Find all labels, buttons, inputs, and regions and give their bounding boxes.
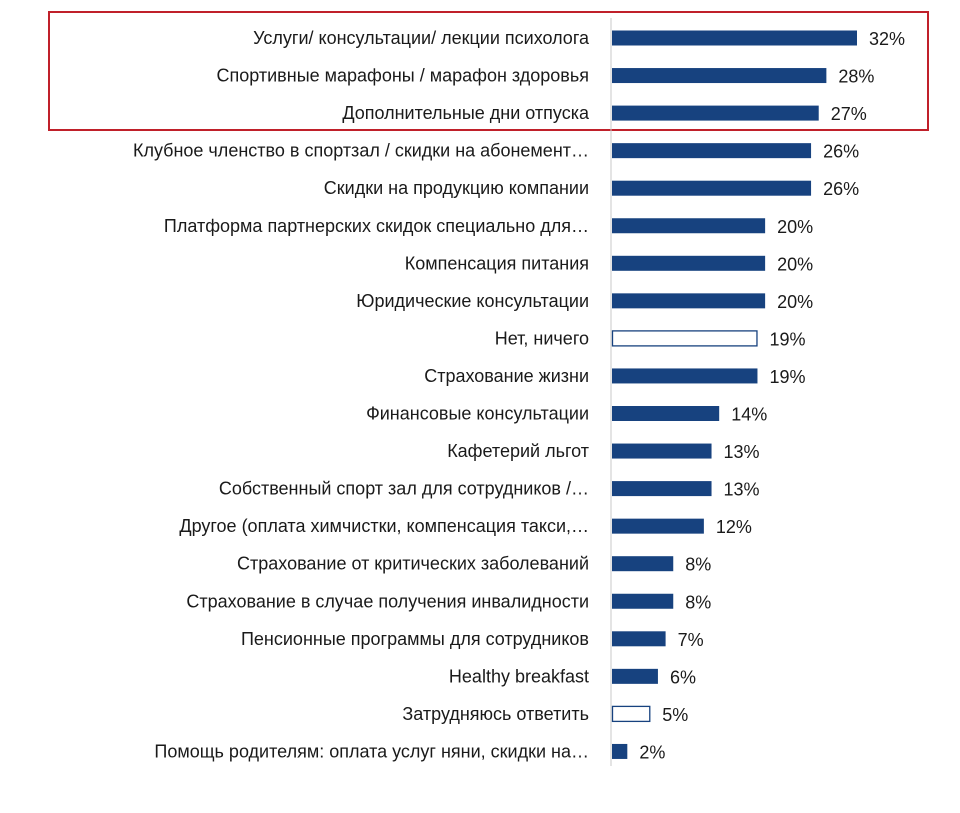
bar-row: Нет, ничего 19% bbox=[495, 328, 806, 349]
bar-row: Healthy breakfast 6% bbox=[449, 666, 696, 687]
bar-row: Затрудняюсь ответить 5% bbox=[402, 704, 688, 725]
category-label: Healthy breakfast bbox=[449, 666, 589, 686]
value-label: 20% bbox=[777, 254, 813, 274]
bar bbox=[612, 556, 674, 572]
bar-row: Услуги/ консультации/ лекции психолога 32… bbox=[253, 28, 905, 49]
bar-row: Скидки на продукцию компании 26% bbox=[324, 178, 859, 199]
category-label: Спортивные марафоны / марафон здоровья bbox=[217, 66, 589, 86]
category-label: Юридические консультации bbox=[356, 291, 589, 311]
bar bbox=[612, 518, 704, 534]
bar bbox=[612, 406, 720, 421]
bar bbox=[612, 743, 628, 759]
bar bbox=[612, 593, 674, 609]
category-label: Страхование в случае получения инвалидно… bbox=[186, 591, 589, 611]
bar-row: Собственный спорт зал для сотрудников /…… bbox=[219, 479, 760, 500]
value-label: 6% bbox=[670, 667, 696, 687]
value-label: 7% bbox=[678, 630, 704, 650]
bar-row: Финансовые консультации 14% bbox=[366, 404, 767, 425]
category-label: Компенсация питания bbox=[405, 253, 589, 273]
value-label: 19% bbox=[769, 329, 805, 349]
category-label: Клубное членство в спортзал / скидки на … bbox=[133, 141, 589, 161]
category-label: Скидки на продукцию компании bbox=[324, 178, 589, 198]
category-label: Услуги/ консультации/ лекции психолога bbox=[253, 28, 590, 48]
category-label: Дополнительные дни отпуска bbox=[342, 103, 590, 123]
bar-row: Страхование в случае получения инвалидно… bbox=[186, 591, 711, 612]
value-label: 13% bbox=[724, 442, 760, 462]
category-label: Финансовые консультации bbox=[366, 404, 589, 424]
bar bbox=[612, 293, 766, 309]
bar bbox=[612, 668, 658, 684]
bar bbox=[612, 443, 712, 459]
category-label: Страхование жизни bbox=[424, 366, 589, 386]
bar bbox=[612, 631, 666, 647]
bar-row: Спортивные марафоны / марафон здоровья 28… bbox=[217, 66, 875, 87]
highlight-box bbox=[48, 11, 929, 131]
bar-row: Страхование от критических заболеваний 8% bbox=[237, 554, 711, 575]
bar bbox=[612, 180, 812, 196]
category-label: Помощь родителям: оплата услуг няни, ски… bbox=[154, 741, 589, 761]
bar-row: Дополнительные дни отпуска 27% bbox=[342, 103, 866, 124]
value-label: 20% bbox=[777, 292, 813, 312]
category-label: Пенсионные программы для сотрудников bbox=[241, 629, 589, 649]
value-label: 28% bbox=[838, 67, 874, 87]
bar-row: Другое (оплата химчистки, компенсация та… bbox=[179, 516, 752, 537]
value-label: 8% bbox=[685, 592, 711, 612]
bar bbox=[611, 330, 758, 347]
value-label: 26% bbox=[823, 179, 859, 199]
value-label: 2% bbox=[639, 742, 665, 762]
value-label: 27% bbox=[831, 104, 867, 124]
value-label: 26% bbox=[823, 142, 859, 162]
category-label: Кафетерий льгот bbox=[447, 441, 589, 461]
bar-row: Компенсация питания 20% bbox=[405, 253, 813, 274]
bar-row: Страхование жизни 19% bbox=[424, 366, 805, 387]
value-label: 20% bbox=[777, 217, 813, 237]
value-label: 32% bbox=[869, 29, 905, 49]
category-label: Затрудняюсь ответить bbox=[402, 704, 589, 724]
value-label: 14% bbox=[731, 405, 767, 425]
bar-row: Помощь родителям: оплата услуг няни, ски… bbox=[154, 741, 665, 762]
bar bbox=[612, 30, 857, 46]
category-label: Собственный спорт зал для сотрудников /… bbox=[219, 479, 589, 499]
category-label: Другое (оплата химчистки, компенсация та… bbox=[179, 516, 589, 536]
category-label: Платформа партнерских скидок специально … bbox=[164, 216, 589, 236]
bar bbox=[612, 481, 712, 497]
bar bbox=[612, 218, 766, 234]
bar bbox=[612, 368, 758, 384]
bar-row: Платформа партнерских скидок специально … bbox=[164, 216, 813, 237]
value-label: 8% bbox=[685, 555, 711, 575]
bar bbox=[612, 105, 819, 121]
bar bbox=[612, 143, 812, 159]
bar bbox=[612, 68, 827, 84]
bar-row: Клубное членство в спортзал / скидки на … bbox=[133, 141, 859, 162]
value-label: 13% bbox=[724, 480, 760, 500]
bar-row: Пенсионные программы для сотрудников 7% bbox=[241, 629, 704, 650]
bar-row: Юридические консультации 20% bbox=[356, 291, 813, 312]
category-label: Нет, ничего bbox=[495, 328, 589, 348]
value-label: 19% bbox=[769, 367, 805, 387]
value-label: 5% bbox=[662, 705, 688, 725]
bar bbox=[611, 705, 651, 723]
bar-row: Кафетерий льгот 13% bbox=[447, 441, 759, 462]
category-label: Страхование от критических заболеваний bbox=[237, 554, 589, 574]
bar bbox=[612, 255, 766, 271]
value-label: 12% bbox=[716, 517, 752, 537]
